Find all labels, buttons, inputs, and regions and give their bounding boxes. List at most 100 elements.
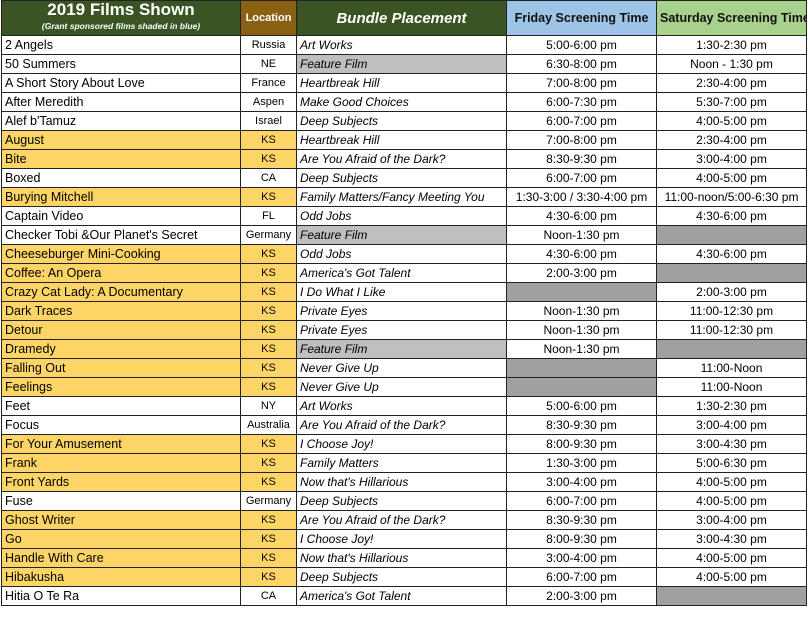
film-title-cell: Captain Video bbox=[1, 206, 241, 226]
friday-time-cell: 6:00-7:00 pm bbox=[506, 567, 657, 587]
film-title-cell: After Meredith bbox=[1, 92, 241, 112]
table-row: Fuse Germany Deep Subjects 6:00-7:00 pm 4:00… bbox=[1, 491, 807, 511]
location-cell: KS bbox=[240, 244, 297, 264]
film-title-cell: Go bbox=[1, 529, 241, 549]
location-cell: KS bbox=[240, 263, 297, 283]
film-title-cell: Fuse bbox=[1, 491, 241, 511]
location-cell: KS bbox=[240, 548, 297, 568]
friday-time-cell: 4:30-6:00 pm bbox=[506, 244, 657, 264]
saturday-time-cell: 3:00-4:00 pm bbox=[656, 510, 807, 530]
friday-time-cell: Noon-1:30 pm bbox=[506, 320, 657, 340]
friday-time-cell: 6:00-7:00 pm bbox=[506, 168, 657, 188]
subtitle-text: (Grant sponsored films shaded in blue) bbox=[41, 21, 201, 31]
film-title-cell: Feelings bbox=[1, 377, 241, 397]
bundle-cell: Family Matters bbox=[296, 453, 507, 473]
bundle-cell: Now that's Hillarious bbox=[296, 472, 507, 492]
bundle-cell: Are You Afraid of the Dark? bbox=[296, 149, 507, 169]
bundle-cell: Deep Subjects bbox=[296, 567, 507, 587]
friday-time-cell: 5:00-6:00 pm bbox=[506, 35, 657, 55]
film-title-cell: Boxed bbox=[1, 168, 241, 188]
location-cell: NE bbox=[240, 54, 297, 74]
friday-time-cell: 1:30-3:00 pm bbox=[506, 453, 657, 473]
table-row: Frank KS Family Matters 1:30-3:00 pm 5:00-6:… bbox=[1, 453, 807, 473]
saturday-time-cell: 3:00-4:00 pm bbox=[656, 149, 807, 169]
header-row: 2019 Films Shown (Grant sponsored films s… bbox=[1, 0, 807, 36]
bundle-cell: Are You Afraid of the Dark? bbox=[296, 415, 507, 435]
friday-time-cell: Noon-1:30 pm bbox=[506, 225, 657, 245]
location-cell: Russia bbox=[240, 35, 297, 55]
bundle-cell: Heartbreak Hill bbox=[296, 73, 507, 93]
table-row: Feelings KS Never Give Up 11:00-Noon bbox=[1, 377, 807, 397]
friday-time-cell: 3:00-4:00 pm bbox=[506, 472, 657, 492]
bundle-cell: Odd Jobs bbox=[296, 244, 507, 264]
bundle-cell: I Do What I Like bbox=[296, 282, 507, 302]
table-row: Detour KS Private Eyes Noon-1:30 pm 11:00-12… bbox=[1, 320, 807, 340]
friday-time-cell: 7:00-8:00 pm bbox=[506, 130, 657, 150]
film-title-cell: Detour bbox=[1, 320, 241, 340]
saturday-time-cell: 1:30-2:30 pm bbox=[656, 396, 807, 416]
film-title-cell: Burying Mitchell bbox=[1, 187, 241, 207]
location-cell: KS bbox=[240, 339, 297, 359]
table-row: Hibakusha KS Deep Subjects 6:00-7:00 pm 4:00… bbox=[1, 567, 807, 587]
table-row: For Your Amusement KS I Choose Joy! 8:00-9:… bbox=[1, 434, 807, 454]
bundle-cell: Make Good Choices bbox=[296, 92, 507, 112]
saturday-time-cell: 11:00-12:30 pm bbox=[656, 301, 807, 321]
saturday-time-cell: 11:00-Noon bbox=[656, 358, 807, 378]
film-title-cell: Front Yards bbox=[1, 472, 241, 492]
table-row: Bite KS Are You Afraid of the Dark? 8:30-9:… bbox=[1, 149, 807, 169]
location-cell: France bbox=[240, 73, 297, 93]
saturday-time-cell: 2:30-4:00 pm bbox=[656, 130, 807, 150]
film-title-cell: Crazy Cat Lady: A Documentary bbox=[1, 282, 241, 302]
film-title-cell: Focus bbox=[1, 415, 241, 435]
friday-time-cell: 6:00-7:30 pm bbox=[506, 92, 657, 112]
saturday-time-cell: 11:00-noon/5:00-6:30 pm bbox=[656, 187, 807, 207]
bundle-cell: Now that's Hillarious bbox=[296, 548, 507, 568]
saturday-time-cell: 2:00-3:00 pm bbox=[656, 282, 807, 302]
friday-time-cell: 7:00-8:00 pm bbox=[506, 73, 657, 93]
location-cell: FL bbox=[240, 206, 297, 226]
friday-time-cell: Noon-1:30 pm bbox=[506, 301, 657, 321]
saturday-time-cell: 4:00-5:00 pm bbox=[656, 472, 807, 492]
table-row: Checker Tobi &Our Planet's Secret Germany… bbox=[1, 225, 807, 245]
friday-time-cell: 1:30-3:00 / 3:30-4:00 pm bbox=[506, 187, 657, 207]
location-cell: KS bbox=[240, 529, 297, 549]
saturday-time-cell: 11:00-Noon bbox=[656, 377, 807, 397]
film-title-cell: Cheeseburger Mini-Cooking bbox=[1, 244, 241, 264]
film-title-cell: Alef b'Tamuz bbox=[1, 111, 241, 131]
friday-time-cell: 6:00-7:00 pm bbox=[506, 491, 657, 511]
film-title-cell: Hitia O Te Ra bbox=[1, 586, 241, 606]
location-cell: KS bbox=[240, 453, 297, 473]
film-title-cell: Dramedy bbox=[1, 339, 241, 359]
table-row: Alef b'Tamuz Israel Deep Subjects 6:00-7:00… bbox=[1, 111, 807, 131]
bundle-cell: Feature Film bbox=[296, 225, 507, 245]
table-row: 2 Angels Russia Art Works 5:00-6:00 pm 1:30-… bbox=[1, 35, 807, 55]
table-row: Focus Australia Are You Afraid of the Dark… bbox=[1, 415, 807, 435]
film-title-cell: Feet bbox=[1, 396, 241, 416]
bundle-cell: Odd Jobs bbox=[296, 206, 507, 226]
location-cell: Germany bbox=[240, 225, 297, 245]
location-cell: KS bbox=[240, 510, 297, 530]
location-cell: CA bbox=[240, 586, 297, 606]
table-row: A Short Story About Love France Heartbreak… bbox=[1, 73, 807, 93]
location-cell: KS bbox=[240, 434, 297, 454]
bundle-cell: Family Matters/Fancy Meeting You bbox=[296, 187, 507, 207]
location-cell: KS bbox=[240, 472, 297, 492]
location-cell: KS bbox=[240, 130, 297, 150]
friday-time-cell: Noon-1:30 pm bbox=[506, 339, 657, 359]
table-row: Feet NY Art Works 5:00-6:00 pm 1:30-2:30 pm bbox=[1, 396, 807, 416]
bundle-cell: I Choose Joy! bbox=[296, 434, 507, 454]
location-cell: KS bbox=[240, 149, 297, 169]
friday-time-cell bbox=[506, 358, 657, 378]
location-cell: CA bbox=[240, 168, 297, 188]
location-cell: NY bbox=[240, 396, 297, 416]
saturday-time-cell: 4:00-5:00 pm bbox=[656, 491, 807, 511]
saturday-time-cell bbox=[656, 225, 807, 245]
saturday-time-cell bbox=[656, 263, 807, 283]
title-text: 2019 Films Shown bbox=[47, 0, 195, 19]
location-cell: KS bbox=[240, 320, 297, 340]
table-row: Captain Video FL Odd Jobs 4:30-6:00 pm 4:30-… bbox=[1, 206, 807, 226]
header-friday: Friday Screening Time bbox=[506, 0, 657, 36]
friday-time-cell bbox=[506, 282, 657, 302]
table-row: Handle With Care KS Now that's Hillarious 3… bbox=[1, 548, 807, 568]
location-cell: KS bbox=[240, 187, 297, 207]
